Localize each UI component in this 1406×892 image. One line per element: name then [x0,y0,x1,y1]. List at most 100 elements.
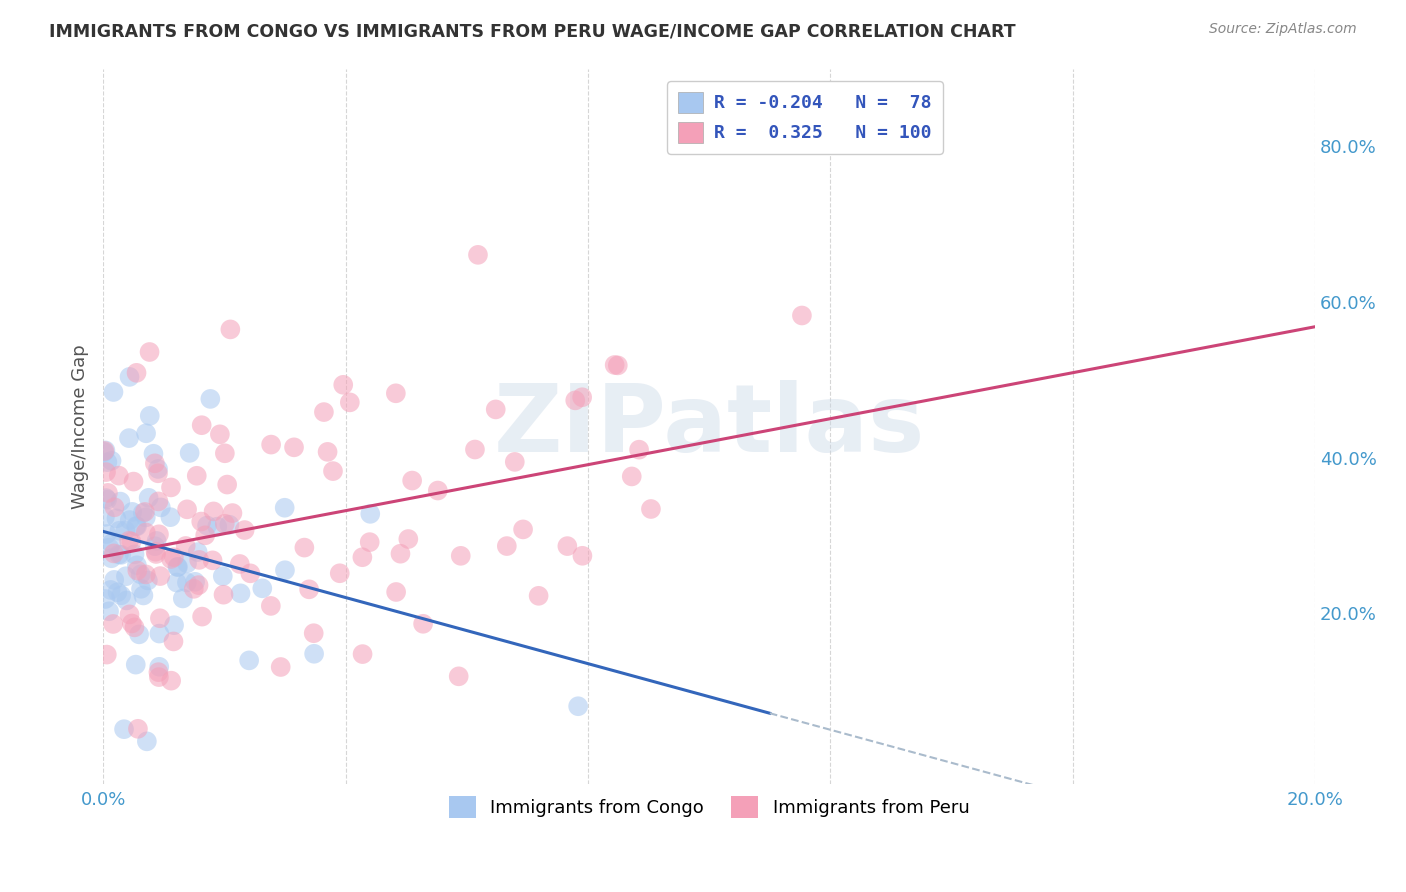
Point [145,533,167,548]
Point [98,541,121,555]
Point [188,553,211,567]
Point [211,569,233,583]
Point [138,491,160,505]
Point [149,569,172,583]
Point [94,465,117,479]
Point [495,539,517,553]
Point [129,582,152,596]
Point [187,578,209,592]
Point [118,431,141,445]
Point [145,547,167,561]
Point [603,358,626,372]
Point [412,616,434,631]
Point [124,620,146,634]
Point [149,611,172,625]
Point [218,517,240,532]
Legend: Immigrants from Congo, Immigrants from Peru: Immigrants from Congo, Immigrants from P… [441,789,977,825]
Point [125,519,148,533]
Point [238,653,260,667]
Point [103,384,125,399]
Point [485,402,508,417]
Text: IMMIGRANTS FROM CONGO VS IMMIGRANTS FROM PERU WAGE/INCOME GAP CORRELATION CHART: IMMIGRANTS FROM CONGO VS IMMIGRANTS FROM… [49,22,1015,40]
Point [389,547,412,561]
Point [124,547,146,561]
Point [221,506,243,520]
Point [148,626,170,640]
Point [143,539,166,553]
Point [567,699,589,714]
Point [191,609,214,624]
Point [174,539,197,553]
Point [139,409,162,423]
Point [640,502,662,516]
Point [503,455,526,469]
Point [110,588,132,602]
Point [252,582,274,596]
Point [212,588,235,602]
Point [145,545,167,559]
Point [149,500,172,515]
Point [100,454,122,468]
Point [628,442,651,457]
Point [260,599,283,613]
Point [298,582,321,597]
Point [125,519,148,533]
Point [125,558,148,573]
Point [94,443,117,458]
Point [322,464,344,478]
Point [283,440,305,454]
Text: ZIPatlas: ZIPatlas [494,381,925,473]
Point [93,444,115,458]
Point [100,536,122,550]
Point [527,589,550,603]
Point [239,566,262,581]
Point [187,545,209,559]
Point [107,468,129,483]
Point [184,574,207,589]
Point [385,585,408,599]
Point [110,494,132,508]
Point [167,560,190,574]
Point [101,617,124,632]
Point [571,549,593,563]
Point [103,546,125,560]
Point [426,483,449,498]
Point [107,585,129,599]
Point [135,567,157,582]
Point [172,591,194,606]
Point [148,660,170,674]
Point [359,507,381,521]
Point [166,560,188,574]
Point [118,370,141,384]
Point [512,522,534,536]
Point [94,509,117,524]
Point [233,523,256,537]
Point [122,475,145,489]
Point [103,500,125,515]
Point [135,734,157,748]
Point [166,575,188,590]
Point [121,534,143,549]
Point [352,550,374,565]
Point [606,359,628,373]
Y-axis label: Wage/Income Gap: Wage/Income Gap [72,344,89,508]
Point [142,447,165,461]
Point [163,618,186,632]
Point [190,515,212,529]
Point [332,377,354,392]
Point [214,516,236,531]
Point [100,582,122,597]
Point [132,589,155,603]
Point [121,505,143,519]
Point [270,660,292,674]
Point [217,477,239,491]
Point [162,634,184,648]
Point [114,524,136,538]
Point [160,480,183,494]
Point [273,500,295,515]
Point [260,437,283,451]
Point [128,627,150,641]
Point [292,541,315,555]
Point [134,505,156,519]
Point [229,586,252,600]
